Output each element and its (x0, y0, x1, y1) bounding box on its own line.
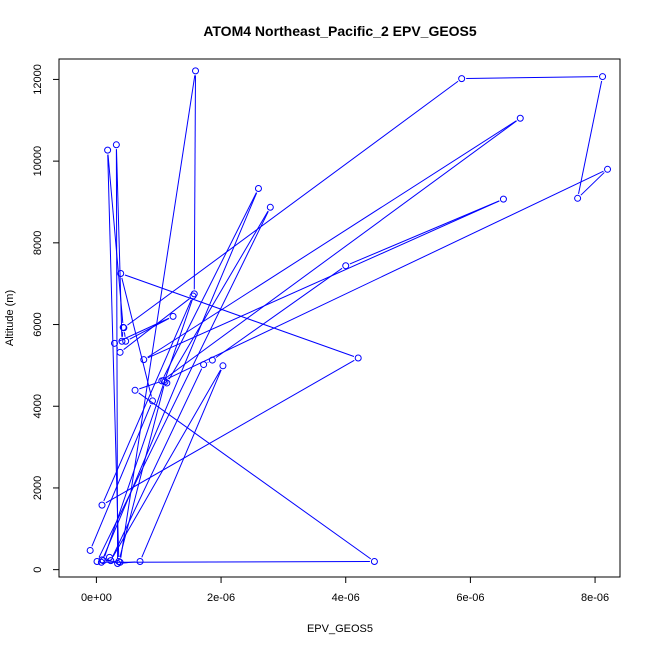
series-segment (107, 154, 124, 323)
series-segment (105, 560, 370, 563)
x-tick-label: 2e-06 (207, 592, 235, 604)
data-point (116, 348, 124, 356)
x-tick-label: 8e-06 (581, 592, 609, 604)
data-point (354, 354, 362, 362)
plot-frame (58, 58, 621, 578)
data-point (122, 337, 130, 345)
data-point (140, 356, 148, 364)
series-segment (167, 170, 604, 380)
series-segment (163, 192, 257, 378)
series-segment (139, 381, 160, 390)
data-point (136, 557, 144, 565)
series-segment (119, 385, 165, 558)
data-point (574, 194, 582, 202)
series-segment (105, 359, 355, 504)
data-point (200, 361, 208, 369)
series-segment (349, 200, 500, 265)
data-point (161, 378, 169, 386)
y-tick-label: 8000 (32, 231, 44, 255)
y-tick-label: 12000 (32, 64, 44, 95)
series-segment (165, 120, 517, 379)
data-point (190, 290, 198, 298)
y-axis-label: Altitude (m) (4, 290, 16, 346)
data-point (99, 557, 107, 565)
series-segment (107, 154, 120, 557)
series-segment (147, 120, 517, 358)
x-axis: 0e+00 2e-06 4e-06 6e-06 8e-06 (81, 577, 609, 604)
series-segment (193, 75, 196, 290)
data-point (149, 397, 156, 405)
data-point (266, 203, 274, 211)
data-point (219, 362, 227, 370)
data-point (458, 75, 466, 83)
series-segment (121, 277, 152, 397)
series-segment (168, 210, 269, 380)
data-point (254, 185, 262, 192)
data-point (118, 337, 126, 345)
series-segment (123, 332, 126, 337)
x-tick-label: 6e-06 (456, 592, 484, 604)
y-tick-label: 2000 (32, 476, 44, 500)
y-tick-label: 0 (32, 567, 44, 573)
y-tick-label: 6000 (32, 312, 44, 336)
x-tick-label: 4e-06 (332, 592, 360, 604)
series-segment (466, 76, 599, 80)
data-point (342, 262, 350, 270)
data-point (110, 339, 118, 347)
data-point (208, 356, 216, 364)
data-point (370, 557, 378, 565)
data-point (516, 114, 524, 122)
series-segment (127, 80, 459, 326)
data-point (116, 558, 124, 566)
series-segment (215, 267, 343, 358)
data-point (117, 269, 125, 277)
data-point (107, 557, 115, 565)
data-point (604, 165, 612, 173)
series-layer (86, 67, 612, 568)
y-tick-label: 4000 (32, 394, 44, 418)
y-axis: 0 2000 4000 6000 8000 10000 12000 (32, 64, 59, 573)
data-point (105, 553, 113, 561)
series-segment (578, 80, 603, 194)
data-point (169, 312, 177, 320)
series-segment (112, 369, 222, 558)
x-tick-label: 0e+00 (81, 592, 112, 604)
series-segment (580, 172, 605, 196)
data-point (104, 146, 112, 154)
data-point (98, 556, 106, 564)
series-segment (118, 317, 170, 342)
series-segment (129, 318, 170, 340)
data-point (131, 386, 139, 394)
data-point (192, 67, 200, 75)
chart-title: ATOM4 Northeast_Pacific_2 EPV_GEOS5 (203, 23, 477, 39)
data-point (119, 323, 127, 331)
x-axis-label: EPV_GEOS5 (307, 623, 373, 635)
y-tick-label: 10000 (32, 146, 44, 177)
series-segment (120, 75, 196, 558)
data-point (115, 557, 123, 565)
series-segment (141, 369, 222, 558)
data-point (163, 379, 171, 387)
series-segment (98, 211, 269, 558)
series-segment (103, 299, 192, 502)
series-segment (124, 274, 355, 357)
data-point (599, 73, 607, 81)
data-point (98, 501, 106, 509)
series-segment (104, 297, 194, 557)
data-point (86, 546, 94, 554)
series-segment (112, 368, 203, 557)
series-segment (122, 561, 136, 564)
series-segment (147, 200, 500, 359)
data-point (499, 195, 507, 203)
data-point (112, 141, 120, 149)
